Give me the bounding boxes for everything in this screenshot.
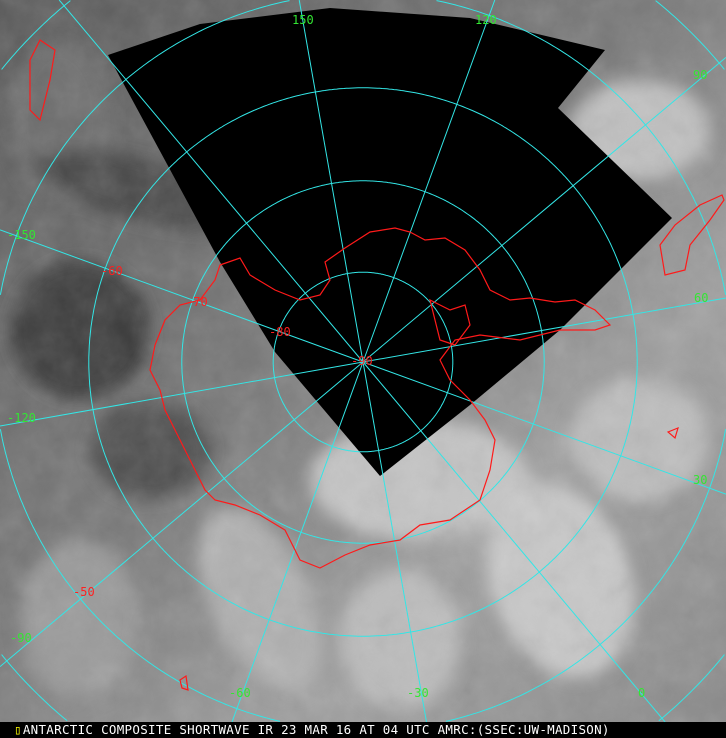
latitude-circle <box>272 271 454 453</box>
lon-label: 120 <box>475 13 497 27</box>
coastline <box>29 39 725 691</box>
meridian-line <box>362 57 726 363</box>
lon-label: -60 <box>229 686 251 700</box>
meridian-line <box>362 0 496 363</box>
lon-label: 60 <box>694 291 708 305</box>
graticule <box>0 0 726 722</box>
latitude-circle <box>88 87 638 637</box>
meridian-line <box>0 361 364 427</box>
latitude-circle <box>1 0 71 70</box>
meridian-line <box>362 361 666 722</box>
lon-label: -90 <box>10 631 32 645</box>
lon-label: 0 <box>638 686 645 700</box>
latitude-circle <box>1 654 68 722</box>
meridian-line <box>0 361 364 667</box>
lat-label: -80 <box>269 325 291 339</box>
lat-label: -70 <box>186 295 208 309</box>
latitude-circle <box>0 429 281 722</box>
latitude-labels: -50 -60 -70 -80 -90 <box>73 264 373 599</box>
lon-label: 90 <box>693 68 707 82</box>
lon-label: 30 <box>693 473 707 487</box>
no-data-region <box>108 8 672 476</box>
lat-label: -90 <box>351 354 373 368</box>
caption-text: ANTARCTIC COMPOSITE SHORTWAVE IR 23 MAR … <box>22 722 610 737</box>
meridian-line <box>231 361 364 722</box>
lat-label: -50 <box>73 585 95 599</box>
meridian-line <box>362 297 726 363</box>
latitude-circle <box>181 180 545 544</box>
meridian-line <box>58 0 364 363</box>
meridian-line <box>0 229 364 363</box>
map-canvas: 150 120 90 60 30 0 -30 -60 -90 -120 -150… <box>0 0 726 722</box>
lat-label: -60 <box>101 264 123 278</box>
latitude-circle <box>0 0 290 295</box>
lon-label: -30 <box>407 686 429 700</box>
latitude-circle <box>655 0 725 70</box>
latitude-circle <box>445 429 726 722</box>
longitude-labels: 150 120 90 60 30 0 -30 -60 -90 -120 -150 <box>7 13 708 700</box>
lon-label: -150 <box>7 228 36 242</box>
image-caption: ▯ ANTARCTIC COMPOSITE SHORTWAVE IR 23 MAR… <box>0 722 726 738</box>
meridian-line <box>362 361 726 495</box>
meridian-line <box>362 361 427 722</box>
lon-label: 150 <box>292 13 314 27</box>
lon-label: -120 <box>7 411 36 425</box>
meridian-line <box>298 0 364 363</box>
latitude-circle <box>658 654 725 722</box>
caption-marker: ▯ <box>14 722 22 737</box>
